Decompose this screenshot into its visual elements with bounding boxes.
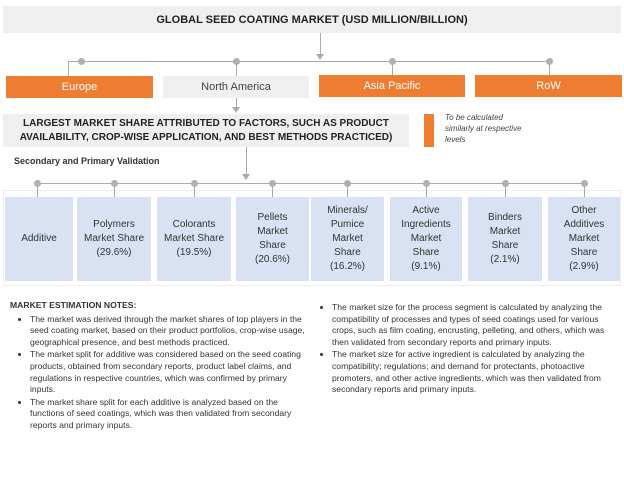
node-dot	[389, 58, 396, 65]
segment-label: Minerals/ Pumice Market Share	[327, 205, 368, 258]
node-dot	[344, 180, 351, 187]
segment-label: Polymers Market Share	[83, 219, 145, 244]
segment-label: Additive	[21, 233, 57, 244]
node-dot	[191, 180, 198, 187]
connector	[320, 33, 321, 58]
node-dot	[233, 58, 240, 65]
arrow-down-icon	[232, 107, 240, 113]
connector	[69, 61, 550, 62]
arrow-down-icon	[242, 174, 250, 180]
segment-label: Active Ingredients Market Share	[401, 205, 451, 258]
connector	[584, 183, 585, 197]
factors-text: LARGEST MARKET SHARE ATTRIBUTED TO FACTO…	[19, 117, 393, 143]
connector	[236, 61, 237, 76]
node-dot	[502, 180, 509, 187]
notes-right: The market size for the process segment …	[312, 302, 612, 397]
connector	[114, 183, 115, 197]
region-north-america: North America	[163, 76, 309, 98]
connector	[347, 183, 348, 197]
validation-label: Secondary and Primary Validation	[14, 156, 160, 166]
segment-colorants: Colorants Market Share (19.5%)	[157, 197, 231, 281]
segment-share: (2.1%)	[490, 254, 520, 265]
segment-share: (16.2%)	[329, 261, 365, 272]
connector	[37, 183, 586, 184]
region-row: RoW	[475, 75, 622, 97]
segment-additive: Additive	[5, 197, 73, 281]
legend-swatch	[424, 114, 434, 147]
segment-pellets: Pellets Market Share (20.6%)	[236, 197, 309, 281]
connector	[37, 183, 38, 197]
node-dot	[269, 180, 276, 187]
node-dot	[546, 58, 553, 65]
note-item: The market split for additive was consid…	[30, 349, 310, 395]
connector	[426, 183, 427, 197]
connector	[392, 61, 393, 76]
notes-heading: MARKET ESTIMATION NOTES:	[10, 300, 137, 310]
connector	[505, 183, 506, 197]
segment-share: (29.6%)	[96, 247, 132, 258]
connector	[194, 183, 195, 197]
segment-label: Colorants Market Share	[163, 219, 225, 244]
node-dot	[111, 180, 118, 187]
segment-share: (19.5%)	[176, 247, 212, 258]
segment-share: (20.6%)	[254, 254, 290, 265]
segment-minerals-pumice: Minerals/ Pumice Market Share (16.2%)	[311, 197, 384, 281]
segment-share: (2.9%)	[569, 261, 599, 272]
note-item: The market was derived through the marke…	[30, 314, 310, 349]
segment-label: Binders Market Share	[488, 212, 522, 251]
legend-text: To be calculated similarly at respective…	[445, 113, 522, 144]
factors-box: LARGEST MARKET SHARE ATTRIBUTED TO FACTO…	[3, 114, 409, 147]
segment-binders: Binders Market Share (2.1%)	[468, 197, 542, 281]
arrow-down-icon	[316, 54, 324, 60]
connector	[272, 183, 273, 197]
connector	[236, 98, 237, 110]
page-title: GLOBAL SEED COATING MARKET (USD MILLION/…	[3, 6, 621, 33]
notes-left: MARKET ESTIMATION NOTES: The market was …	[10, 300, 310, 433]
connector	[246, 147, 247, 177]
node-dot	[423, 180, 430, 187]
segment-active-ingredients: Active Ingredients Market Share (9.1%)	[390, 197, 462, 281]
node-dot	[78, 58, 85, 65]
region-europe: Europe	[6, 76, 153, 98]
region-asia-pacific: Asia Pacific	[319, 75, 465, 97]
segment-polymers: Polymers Market Share (29.6%)	[77, 197, 151, 281]
node-dot	[581, 180, 588, 187]
segment-label: Pellets Market Share	[257, 212, 288, 251]
segment-share: (9.1%)	[411, 261, 441, 272]
note-item: The market share split for each additive…	[30, 397, 310, 432]
segments-panel	[3, 190, 621, 286]
note-item: The market size for the process segment …	[332, 302, 612, 348]
segment-other-additives: Other Additives Market Share (2.9%)	[548, 197, 620, 281]
note-item: The market size for active ingredient is…	[332, 349, 612, 395]
connector	[68, 61, 69, 76]
connector	[549, 61, 550, 76]
node-dot	[34, 180, 41, 187]
segment-label: Other Additives Market Share	[563, 205, 605, 258]
